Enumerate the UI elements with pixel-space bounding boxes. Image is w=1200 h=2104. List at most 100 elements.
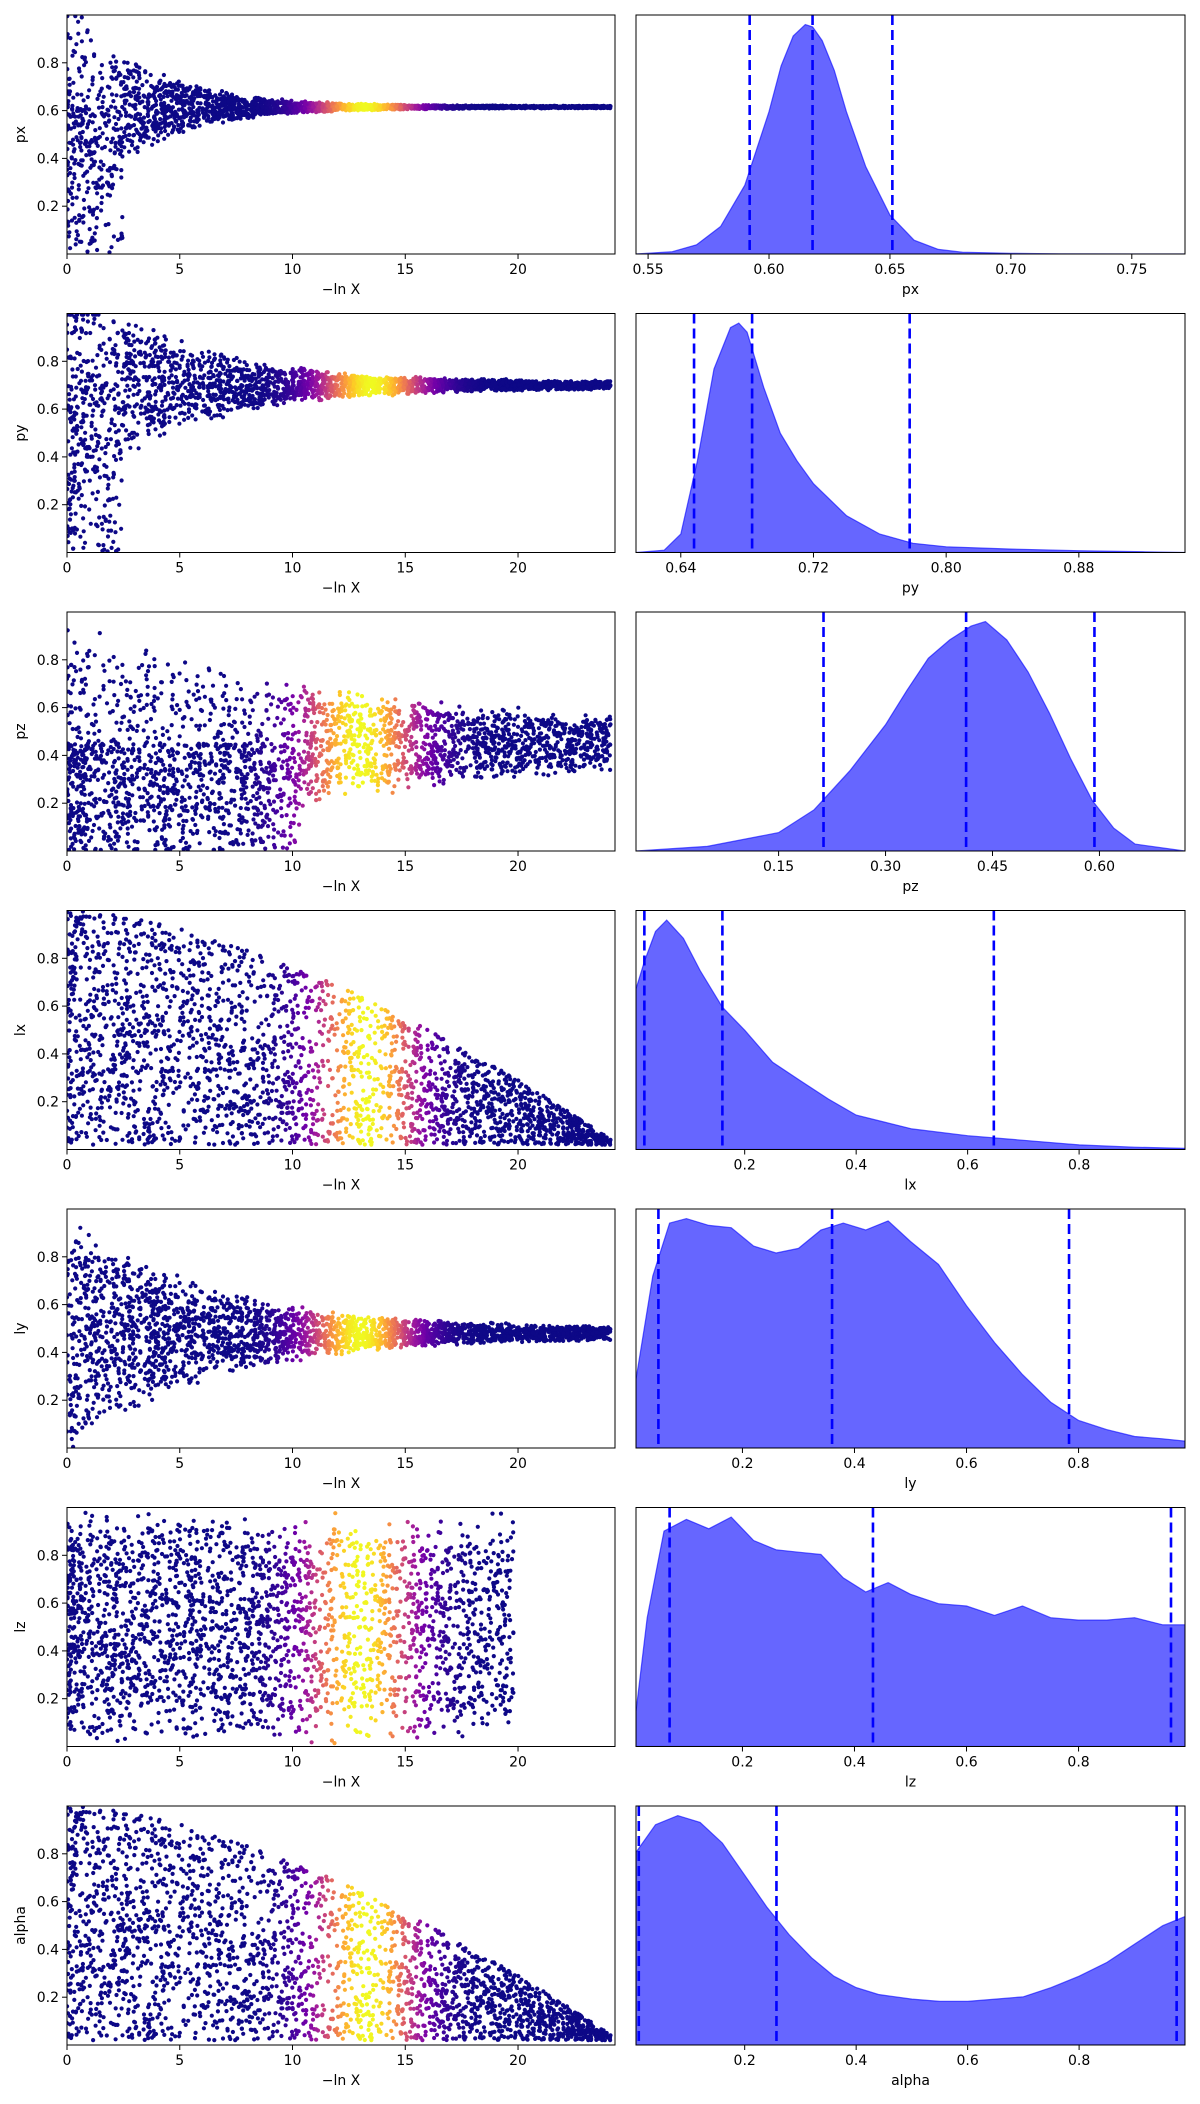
scatter-point (72, 49, 76, 53)
scatter-point (126, 76, 130, 80)
scatter-point (115, 109, 119, 113)
scatter-point (93, 160, 97, 164)
scatter-point (108, 360, 112, 364)
scatter-point (94, 497, 98, 501)
scatter-point (108, 427, 112, 431)
scatter-point (80, 164, 84, 168)
scatter-point (133, 86, 137, 90)
scatter-point (139, 406, 143, 410)
scatter-point (138, 100, 142, 104)
scatter-point (188, 382, 192, 386)
scatter-point (293, 101, 297, 105)
scatter-point (123, 389, 127, 393)
scatter-point (136, 145, 140, 149)
scatter-point (330, 388, 334, 392)
scatter-point (80, 121, 84, 125)
scatter-point (339, 381, 343, 385)
scatter-point (69, 387, 73, 391)
scatter-point (271, 382, 275, 386)
scatter-point (156, 88, 160, 92)
scatter-point (196, 101, 200, 105)
scatter-point (111, 183, 115, 187)
scatter-point (139, 412, 143, 416)
scatter-point (99, 391, 103, 395)
scatter-point (167, 420, 171, 424)
scatter-point (101, 163, 105, 167)
scatter-ytick-label: 0.2 (37, 199, 59, 215)
scatter-point (370, 107, 374, 111)
scatter-point (105, 357, 109, 361)
scatter-point (72, 462, 76, 466)
scatter-point (96, 543, 100, 547)
scatter-point (113, 520, 117, 524)
scatter-point (134, 113, 138, 117)
scatter-point (317, 396, 321, 400)
scatter-point (285, 393, 289, 397)
scatter-point (83, 57, 87, 61)
scatter-point (241, 113, 245, 117)
scatter-point (203, 94, 207, 98)
scatter-point (85, 388, 89, 392)
scatter-point (121, 400, 125, 404)
scatter-point (90, 414, 94, 418)
scatter-point (346, 393, 350, 397)
scatter-point (113, 145, 117, 149)
scatter-point (191, 105, 195, 109)
scatter-point (167, 356, 171, 360)
scatter-point (137, 66, 141, 70)
scatter-point (127, 133, 131, 137)
scatter-point (201, 108, 205, 112)
scatter-point (82, 108, 86, 112)
scatter-point (137, 76, 141, 80)
scatter-point (77, 497, 81, 501)
scatter-point (185, 99, 189, 103)
scatter-point (192, 92, 196, 96)
scatter-point (167, 415, 171, 419)
scatter-point (84, 140, 88, 144)
scatter-point (218, 383, 222, 387)
scatter-point (70, 186, 74, 190)
scatter-point (88, 403, 92, 407)
scatter-point (232, 101, 236, 105)
scatter-point (91, 373, 95, 377)
scatter-point (92, 449, 96, 453)
scatter-point (160, 349, 164, 353)
scatter-point (73, 216, 77, 220)
scatter-xtick-label: 10 (284, 262, 302, 278)
scatter-point (77, 69, 81, 73)
scatter-point (94, 141, 98, 145)
scatter-point (81, 546, 85, 550)
scatter-point (258, 392, 262, 396)
scatter-point (159, 383, 163, 387)
scatter-point (104, 124, 108, 128)
scatter-point (118, 142, 122, 146)
scatter-point (589, 104, 593, 108)
scatter-point (343, 371, 347, 375)
scatter-point (116, 392, 120, 396)
scatter-point (368, 377, 372, 381)
scatter-point (102, 95, 106, 99)
scatter-point (88, 227, 92, 231)
scatter-point (170, 85, 174, 89)
scatter-point (214, 368, 218, 372)
scatter-point (288, 396, 292, 400)
scatter-point (115, 167, 119, 171)
scatter-point (152, 420, 156, 424)
scatter-point (243, 360, 247, 364)
scatter-point (327, 378, 331, 382)
scatter-point (147, 390, 151, 394)
scatter-points-py (65, 313, 613, 554)
scatter-point (116, 128, 120, 132)
scatter-point (109, 245, 113, 249)
scatter-point (181, 400, 185, 404)
scatter-point (102, 474, 106, 478)
scatter-point (70, 181, 74, 185)
scatter-point (127, 114, 131, 118)
scatter-point (91, 491, 95, 495)
scatter-point (95, 444, 99, 448)
scatter-point (73, 470, 77, 474)
scatter-point (456, 385, 460, 389)
scatter-point (146, 120, 150, 124)
scatter-point (374, 103, 378, 107)
scatter-point (79, 240, 83, 244)
